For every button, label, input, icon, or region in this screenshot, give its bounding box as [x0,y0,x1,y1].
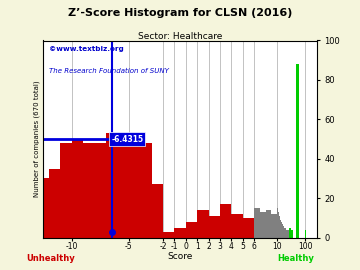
Text: ©www.textbiz.org: ©www.textbiz.org [49,46,123,52]
Text: Healthy: Healthy [277,254,314,262]
Bar [117,143,129,238]
Bar [296,64,299,238]
Bar [106,133,117,238]
Bar [243,218,254,238]
Bar [266,210,271,238]
Bar [271,214,277,238]
Bar [129,139,140,238]
Text: -6.4315: -6.4315 [111,134,143,144]
Text: The Research Foundation of SUNY: The Research Foundation of SUNY [49,68,168,74]
Bar [174,228,186,238]
Bar [197,210,208,238]
Y-axis label: Number of companies (670 total): Number of companies (670 total) [34,81,40,197]
Bar [37,178,49,238]
Bar [94,143,106,238]
Bar [60,143,72,238]
Bar [231,214,243,238]
Bar [49,168,60,238]
Bar [140,143,152,238]
Bar [186,222,197,238]
Bar [163,232,174,238]
X-axis label: Score: Score [167,252,193,261]
Text: Sector: Healthcare: Sector: Healthcare [138,32,222,41]
Bar [208,216,220,238]
Bar [152,184,163,238]
Text: Unhealthy: Unhealthy [26,254,75,262]
Bar [260,212,266,238]
Bar [72,139,83,238]
Bar [220,204,231,238]
Bar [254,208,260,238]
Text: Z’-Score Histogram for CLSN (2016): Z’-Score Histogram for CLSN (2016) [68,8,292,18]
Bar [83,143,94,238]
